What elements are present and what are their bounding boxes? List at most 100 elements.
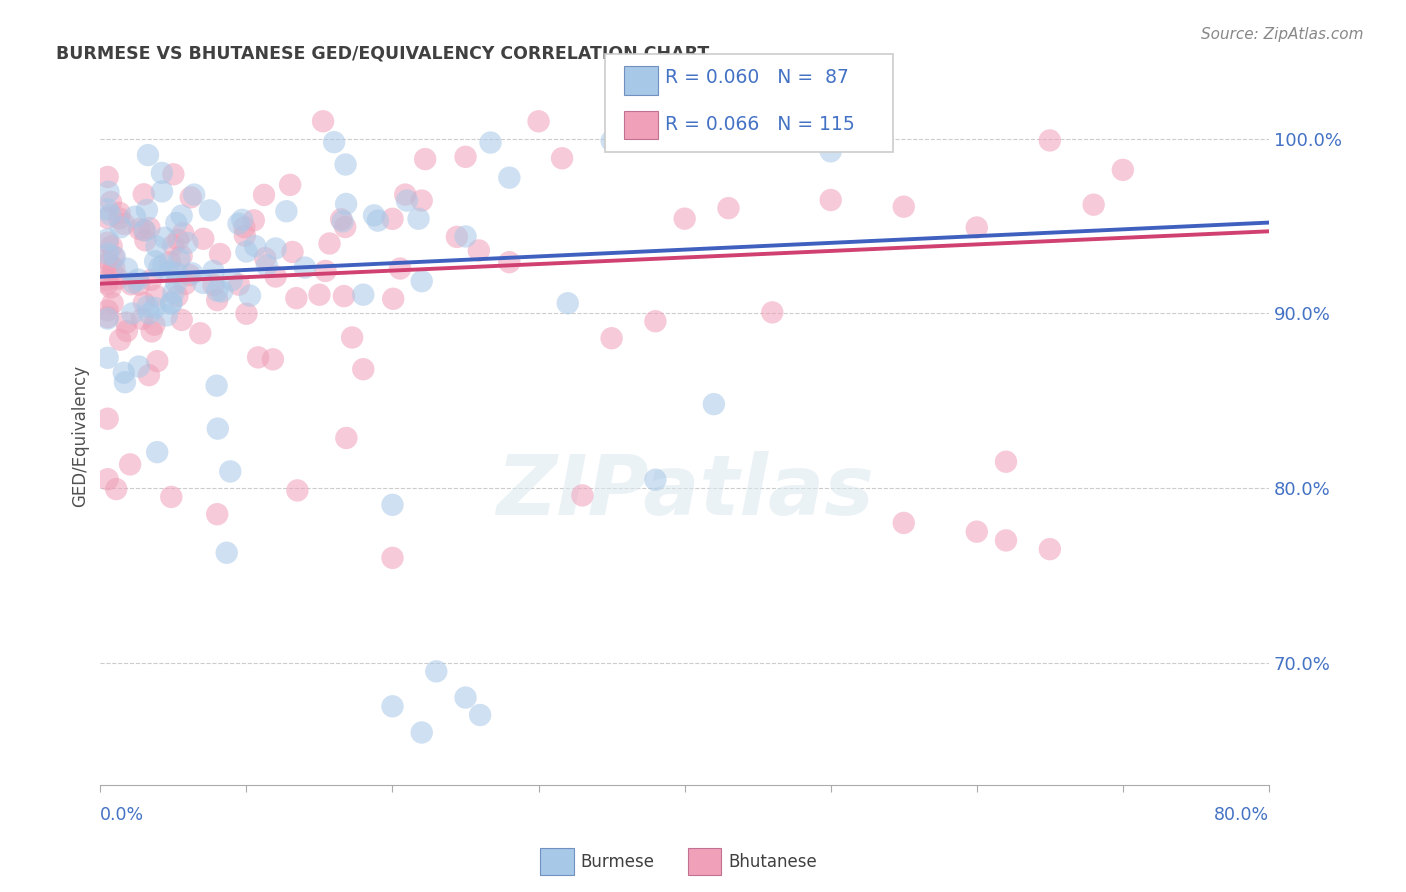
Point	[308, 287, 330, 301]
Point	[389, 261, 412, 276]
Point	[193, 232, 215, 246]
Point	[146, 445, 169, 459]
Point	[174, 277, 197, 291]
Point	[104, 250, 127, 264]
Point	[253, 188, 276, 202]
Point	[97, 235, 120, 250]
Point	[454, 690, 477, 705]
Point	[165, 216, 187, 230]
Point	[381, 550, 404, 565]
Point	[966, 524, 988, 539]
Point	[1039, 133, 1062, 147]
Point	[112, 217, 135, 231]
Point	[170, 249, 193, 263]
Point	[264, 242, 287, 256]
Point	[207, 422, 229, 436]
Point	[139, 273, 162, 287]
Point	[136, 148, 159, 162]
Point	[703, 397, 725, 411]
Point	[820, 193, 842, 207]
Point	[893, 516, 915, 530]
Point	[97, 273, 120, 287]
Point	[103, 250, 125, 264]
Point	[644, 473, 666, 487]
Point	[141, 325, 163, 339]
Point	[995, 455, 1018, 469]
Point	[333, 289, 356, 303]
Point	[285, 291, 308, 305]
Point	[644, 314, 666, 328]
Point	[527, 114, 550, 128]
Point	[97, 211, 120, 225]
Point	[101, 265, 124, 279]
Point	[138, 221, 160, 235]
Point	[179, 268, 201, 283]
Point	[103, 260, 125, 275]
Point	[600, 134, 623, 148]
Point	[394, 187, 416, 202]
Point	[211, 285, 233, 299]
Point	[228, 217, 250, 231]
Text: R = 0.060   N =  87: R = 0.060 N = 87	[665, 68, 849, 87]
Point	[332, 214, 354, 228]
Point	[97, 202, 120, 217]
Point	[335, 197, 357, 211]
Point	[264, 269, 287, 284]
Point	[208, 247, 231, 261]
Point	[281, 244, 304, 259]
Point	[820, 133, 842, 147]
Point	[479, 136, 502, 150]
Point	[363, 208, 385, 222]
Point	[115, 316, 138, 330]
Point	[381, 211, 404, 226]
Point	[287, 483, 309, 498]
Point	[128, 277, 150, 292]
Point	[205, 284, 228, 298]
Point	[228, 277, 250, 292]
Point	[294, 260, 316, 275]
Text: Bhutanese: Bhutanese	[728, 853, 817, 871]
Point	[166, 289, 188, 303]
Point	[425, 665, 447, 679]
Point	[160, 295, 183, 310]
Point	[134, 233, 156, 247]
Point	[446, 230, 468, 244]
Point	[97, 169, 120, 184]
Point	[571, 488, 593, 502]
Text: R = 0.066   N = 115: R = 0.066 N = 115	[665, 115, 855, 135]
Point	[97, 311, 120, 326]
Point	[162, 238, 184, 252]
Point	[150, 166, 173, 180]
Point	[202, 264, 225, 278]
Point	[205, 378, 228, 392]
Point	[335, 220, 357, 235]
Point	[132, 295, 155, 310]
Point	[100, 239, 122, 253]
Point	[235, 307, 257, 321]
Point	[761, 305, 783, 319]
Point	[131, 312, 153, 326]
Point	[138, 368, 160, 383]
Point	[181, 266, 204, 280]
Point	[97, 232, 120, 246]
Point	[243, 239, 266, 253]
Text: ZIPatlas: ZIPatlas	[496, 451, 873, 532]
Point	[100, 194, 122, 209]
Point	[233, 220, 256, 235]
Point	[381, 699, 404, 714]
Point	[221, 273, 243, 287]
Y-axis label: GED/Equivalency: GED/Equivalency	[72, 365, 89, 507]
Point	[162, 167, 184, 181]
Point	[107, 271, 129, 285]
Point	[143, 301, 166, 315]
Point	[323, 135, 346, 149]
Point	[411, 725, 433, 739]
Point	[134, 223, 156, 237]
Point	[318, 236, 340, 251]
Point	[100, 280, 122, 294]
Point	[335, 157, 357, 171]
Text: BURMESE VS BHUTANESE GED/EQUIVALENCY CORRELATION CHART: BURMESE VS BHUTANESE GED/EQUIVALENCY COR…	[56, 45, 710, 62]
Point	[105, 482, 128, 496]
Point	[159, 255, 181, 269]
Point	[146, 354, 169, 368]
